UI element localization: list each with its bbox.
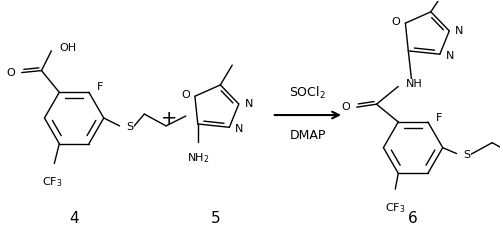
- Text: S: S: [126, 122, 134, 132]
- Text: O: O: [181, 90, 190, 100]
- Text: NH: NH: [406, 80, 423, 89]
- Text: N: N: [446, 51, 454, 61]
- Text: O: O: [6, 67, 15, 78]
- Text: OH: OH: [59, 43, 76, 53]
- Text: CF$_3$: CF$_3$: [42, 175, 63, 189]
- Text: DMAP: DMAP: [290, 129, 326, 142]
- Text: O: O: [392, 17, 400, 27]
- Text: F: F: [436, 113, 442, 123]
- Text: O: O: [341, 102, 350, 112]
- Text: N: N: [235, 124, 243, 134]
- Text: N: N: [245, 99, 253, 109]
- Text: +: +: [161, 109, 177, 127]
- Text: CF$_3$: CF$_3$: [385, 201, 405, 215]
- Text: 4: 4: [69, 211, 79, 226]
- Text: 6: 6: [408, 211, 418, 226]
- Text: 5: 5: [211, 211, 220, 226]
- Text: F: F: [97, 82, 103, 92]
- Text: NH$_2$: NH$_2$: [187, 152, 209, 165]
- Text: SOCl$_2$: SOCl$_2$: [289, 85, 326, 101]
- Text: S: S: [463, 150, 471, 160]
- Text: N: N: [455, 26, 464, 36]
